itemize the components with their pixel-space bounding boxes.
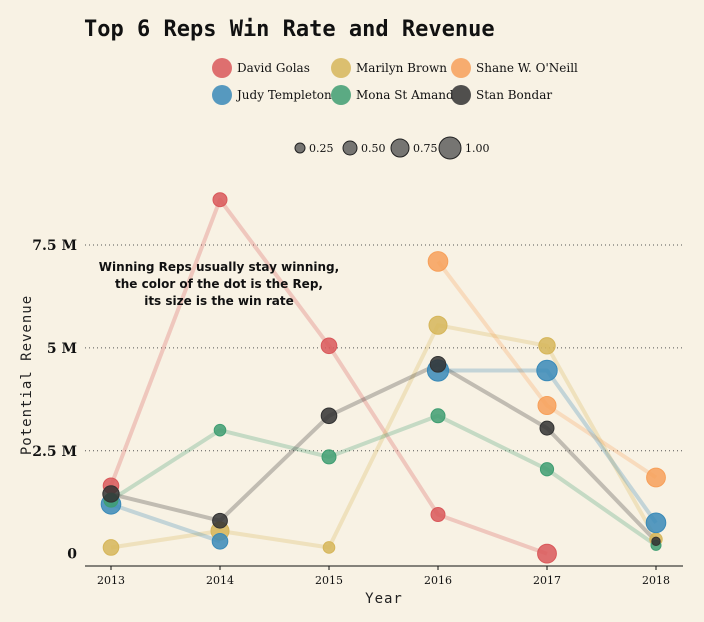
size-legend-swatch bbox=[342, 140, 358, 156]
data-point-marilyn-brown bbox=[102, 539, 120, 556]
data-point-marilyn-brown bbox=[428, 315, 448, 335]
annotation-line: the color of the dot is the Rep, bbox=[115, 277, 323, 291]
x-tick-label: 2014 bbox=[206, 574, 234, 587]
data-point-david-golas bbox=[212, 192, 228, 208]
legend-swatch bbox=[451, 85, 471, 105]
y-tick-label: 2.5 M bbox=[32, 444, 77, 460]
data-points bbox=[100, 192, 667, 564]
data-point-stan-bondar bbox=[320, 407, 338, 425]
x-axis-label: Year bbox=[365, 591, 403, 607]
size-legend-label: 0.50 bbox=[361, 142, 386, 155]
chart-annotation: Winning Reps usually stay winning, the co… bbox=[99, 260, 339, 308]
data-point-david-golas bbox=[320, 337, 338, 355]
legend-label: Marilyn Brown bbox=[356, 61, 447, 75]
data-point-david-golas bbox=[430, 507, 446, 523]
data-point-judy-templeton bbox=[645, 512, 667, 534]
data-point-stan-bondar bbox=[651, 536, 661, 547]
legend-label: Judy Templeton bbox=[235, 88, 332, 102]
legend-swatch bbox=[212, 58, 232, 78]
legend-swatch bbox=[212, 85, 232, 105]
data-point-stan-bondar bbox=[212, 512, 228, 529]
data-point-stan-bondar bbox=[539, 420, 555, 436]
data-point-mona-st-amand bbox=[321, 449, 337, 465]
x-tick-label: 2015 bbox=[315, 574, 343, 587]
series-lines bbox=[109, 197, 658, 556]
y-tick-label: 0 bbox=[67, 547, 77, 563]
data-point-shane-w-o-neill bbox=[537, 395, 557, 415]
series-line-david-golas bbox=[109, 197, 548, 556]
x-tick-label: 2017 bbox=[533, 574, 561, 587]
legend-label: Stan Bondar bbox=[476, 88, 552, 102]
size-legend-item: 1.00 bbox=[438, 136, 490, 160]
size-legend-item: 0.50 bbox=[342, 140, 386, 156]
annotation-line: Winning Reps usually stay winning, bbox=[99, 260, 339, 274]
x-tick-label: 2016 bbox=[424, 574, 452, 587]
data-point-judy-templeton bbox=[536, 359, 558, 382]
chart-title: Top 6 Reps Win Rate and Revenue bbox=[84, 17, 495, 42]
data-point-mona-st-amand bbox=[539, 462, 555, 477]
series-line-mona-st-amand bbox=[109, 413, 658, 548]
data-point-shane-w-o-neill bbox=[646, 467, 666, 488]
data-point-judy-templeton bbox=[211, 533, 229, 550]
color-legend: David Golas Marilyn Brown Shane W. O'Neill… bbox=[212, 58, 578, 105]
legend-item-mona-st-amand: Mona St Amand bbox=[331, 85, 454, 105]
legend-label: Mona St Amand bbox=[356, 88, 454, 102]
annotation-line: its size is the win rate bbox=[144, 294, 294, 308]
legend-swatch bbox=[451, 58, 471, 78]
legend-item-shane-w-o-neill: Shane W. O'Neill bbox=[451, 58, 578, 78]
x-tick-label: 2013 bbox=[97, 574, 125, 587]
size-legend-item: 0.25 bbox=[294, 142, 334, 155]
size-legend-label: 0.75 bbox=[413, 142, 438, 155]
gridlines bbox=[85, 244, 683, 452]
legend-item-marilyn-brown: Marilyn Brown bbox=[331, 58, 447, 78]
y-tick-label: 7.5 M bbox=[32, 238, 77, 254]
x-tick-label: 2018 bbox=[642, 574, 670, 587]
size-legend-label: 1.00 bbox=[465, 142, 490, 155]
series-line-stan-bondar bbox=[110, 362, 658, 543]
size-legend-swatch bbox=[294, 142, 306, 154]
size-legend-item: 0.75 bbox=[390, 138, 438, 158]
size-legend-swatch bbox=[438, 136, 462, 160]
data-point-david-golas bbox=[537, 543, 557, 564]
data-point-marilyn-brown bbox=[538, 337, 556, 355]
series-line-marilyn-brown bbox=[110, 323, 658, 550]
y-tick-label: 5 M bbox=[47, 341, 77, 357]
data-point-mona-st-amand bbox=[213, 423, 227, 437]
axes: 0 2.5 M 5 M 7.5 M 2013 2014 2015 2016 2017 2018 bbox=[32, 238, 683, 587]
data-point-stan-bondar bbox=[102, 485, 120, 503]
legend-item-stan-bondar: Stan Bondar bbox=[451, 85, 552, 105]
size-legend-swatch bbox=[390, 138, 410, 158]
legend-item-david-golas: David Golas bbox=[212, 58, 310, 78]
legend-item-judy-templeton: Judy Templeton bbox=[212, 85, 332, 105]
size-legend-label: 0.25 bbox=[309, 142, 334, 155]
legend-label: Shane W. O'Neill bbox=[476, 61, 578, 75]
data-point-shane-w-o-neill bbox=[427, 251, 449, 272]
legend-swatch bbox=[331, 58, 351, 78]
data-point-stan-bondar bbox=[429, 356, 447, 373]
legend-swatch bbox=[331, 85, 351, 105]
data-point-marilyn-brown bbox=[322, 541, 336, 554]
data-point-mona-st-amand bbox=[430, 408, 446, 424]
size-legend: 0.25 0.50 0.75 1.00 bbox=[294, 136, 490, 160]
y-axis-label: Potential Revenue bbox=[19, 295, 35, 455]
legend-label: David Golas bbox=[237, 61, 310, 75]
